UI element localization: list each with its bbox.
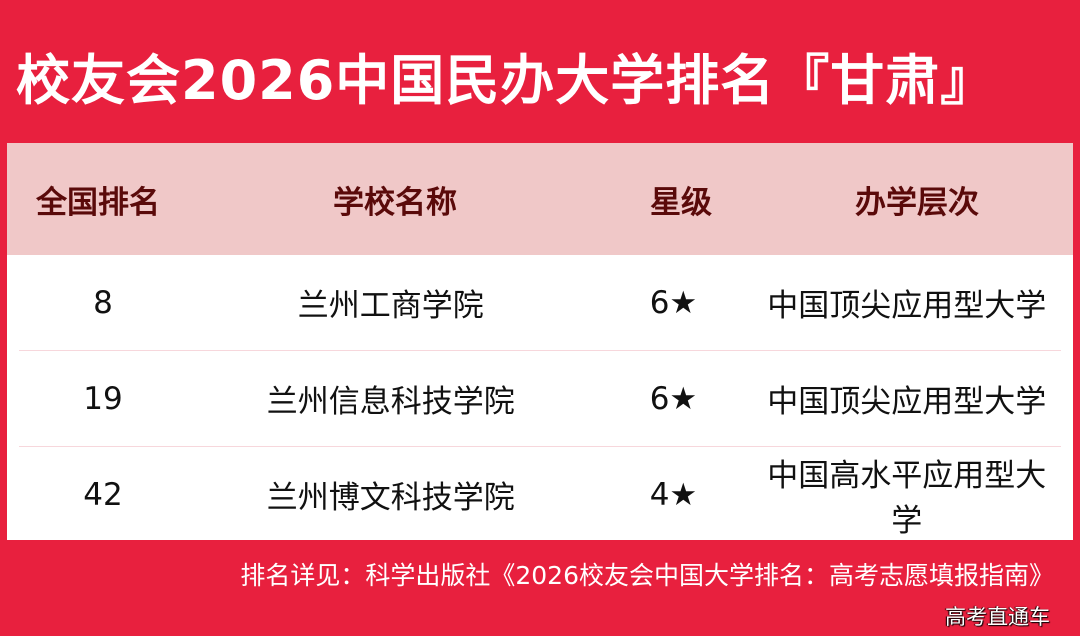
level-cell: 中国顶尖应用型大学 [767, 384, 1047, 420]
source-note: 排名详见：科学出版社《2026校友会中国大学排名：高考志愿填报指南》 [240, 561, 1054, 590]
table-row: 42 兰州博文科技学院 4★ 中国高水平应用型大学 [19, 447, 1061, 542]
name-cell: 兰州博文科技学院 [266, 480, 515, 516]
table-row: 19 兰州信息科技学院 6★ 中国顶尖应用型大学 [19, 351, 1061, 447]
rank-cell: 8 [93, 284, 113, 321]
name-cell: 兰州工商学院 [297, 288, 484, 324]
level-cell: 中国高水平应用型大学 [767, 457, 1047, 539]
rank-cell: 42 [83, 476, 123, 513]
header-rank: 全国排名 [36, 184, 160, 221]
rank-cell: 19 [83, 380, 123, 417]
table-row: 8 兰州工商学院 6★ 中国顶尖应用型大学 [19, 255, 1061, 351]
name-cell: 兰州信息科技学院 [266, 384, 515, 420]
header-stars: 星级 [650, 184, 712, 221]
watermark: 高考直通车 [945, 605, 1050, 629]
table-header: 全国排名 学校名称 星级 办学层次 [7, 143, 1073, 255]
page-title: 校友会2026中国民办大学排名『甘肃』 [16, 49, 996, 112]
header-name: 学校名称 [333, 184, 457, 221]
level-cell: 中国顶尖应用型大学 [767, 288, 1047, 324]
stars-cell: 4★ [649, 476, 698, 513]
stars-cell: 6★ [649, 284, 698, 321]
stars-cell: 6★ [649, 380, 698, 417]
header-level: 办学层次 [855, 184, 979, 221]
ranking-table: 全国排名 学校名称 星级 办学层次 8 兰州工商学院 6★ 中国顶尖应用型大学 … [7, 143, 1073, 540]
